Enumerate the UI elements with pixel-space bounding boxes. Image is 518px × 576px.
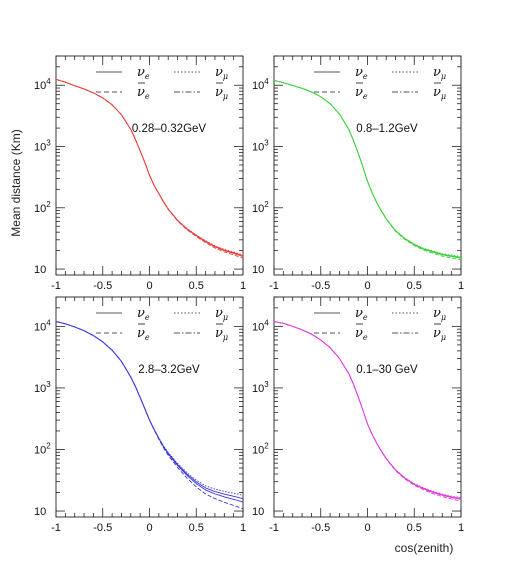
x-axis-label: cos(zenith) <box>395 541 454 555</box>
series-line-3 <box>55 321 244 510</box>
legend-entry: νμ <box>433 85 446 101</box>
legend-entry: νe <box>137 65 150 81</box>
x-tick-label: 0 <box>146 522 152 534</box>
y-tick-label: 10 <box>34 264 46 276</box>
x-tick-label: -1 <box>51 280 61 292</box>
y-tick-label: 104 <box>252 77 269 92</box>
x-tick-label: 0 <box>146 280 152 292</box>
y-tick-label: 104 <box>34 318 51 333</box>
x-tick-label: 0.5 <box>189 280 204 292</box>
x-ticks <box>55 297 244 517</box>
y-ticks <box>274 55 461 270</box>
y-tick-label: 103 <box>34 139 51 154</box>
y-tick-label: 102 <box>34 441 51 456</box>
x-ticks <box>55 56 244 275</box>
legend-entry: νe <box>137 85 150 101</box>
x-tick-label: -0.5 <box>93 280 112 292</box>
legend-entry: νμ <box>433 326 446 342</box>
x-tick-label: 1 <box>240 522 246 534</box>
y-ticks <box>56 296 243 512</box>
legend-entry: νμ <box>215 326 228 342</box>
legend-entry: νe <box>355 85 368 101</box>
panel-3: -1 -0.5 0 0.5 1 10 102 103 104 νe νμ νe νμ 2.8–3.2GeV <box>34 296 246 534</box>
series-line-1 <box>273 79 462 259</box>
y-tick-label: 103 <box>252 139 269 154</box>
legend-entry: νe <box>137 306 150 322</box>
series-line-4 <box>273 321 462 499</box>
legend: νe νμ νe νμ <box>96 306 228 342</box>
series-line-4 <box>273 79 462 258</box>
legend-entry: νe <box>355 65 368 81</box>
x-tick-label: -1 <box>51 522 61 534</box>
x-tick-label: 0.5 <box>407 280 422 292</box>
legend-entry: νe <box>355 306 368 322</box>
y-tick-label: 103 <box>34 380 51 395</box>
legend-entry: νe <box>355 326 368 342</box>
series-line-1 <box>55 78 244 257</box>
legend: νe νμ νe νμ <box>314 65 446 101</box>
series-line-3 <box>273 321 462 502</box>
y-tick-label: 10 <box>34 506 46 518</box>
x-tick-label: 1 <box>240 280 246 292</box>
y-tick-label: 102 <box>34 200 51 215</box>
legend-entry: νμ <box>215 65 228 81</box>
series-line-2 <box>55 78 244 256</box>
y-tick-label: 102 <box>252 200 269 215</box>
x-tick-label: -0.5 <box>311 280 330 292</box>
panel-1: -1 -0.5 0 0.5 1 10 102 103 104 νe νμ νe νμ 0.28–0.32G… <box>34 55 246 292</box>
series-line-1 <box>55 321 244 503</box>
legend-entry: νμ <box>433 306 446 322</box>
legend-entry: νμ <box>215 85 228 101</box>
x-ticks <box>273 297 462 517</box>
energy-range-label: 2.8–3.2GeV <box>138 364 200 376</box>
energy-range-label: 0.8–1.2GeV <box>356 123 418 135</box>
x-tick-label: 1 <box>458 522 464 534</box>
series-line-3 <box>273 79 462 261</box>
legend-entry: νe <box>137 326 150 342</box>
y-tick-label: 104 <box>34 77 51 92</box>
x-tick-label: 0.5 <box>189 522 204 534</box>
x-tick-label: 0 <box>364 280 370 292</box>
y-tick-label: 104 <box>252 318 269 333</box>
series-line-2 <box>55 321 244 496</box>
series-line-2 <box>273 79 462 258</box>
y-tick-label: 103 <box>252 380 269 395</box>
x-tick-label: -1 <box>269 280 279 292</box>
x-tick-label: 0.5 <box>407 522 422 534</box>
panel-2: -1 -0.5 0 0.5 1 10 102 103 104 νe νμ νe νμ 0.8–1.2GeV <box>252 55 464 292</box>
y-axis-label: Mean distance (Km) <box>9 129 23 236</box>
y-tick-label: 10 <box>252 506 264 518</box>
y-ticks <box>274 296 461 512</box>
x-tick-label: 0 <box>364 522 370 534</box>
y-tick-label: 10 <box>252 264 264 276</box>
legend-entry: νμ <box>215 306 228 322</box>
legend: νe νμ νe νμ <box>96 65 228 101</box>
y-ticks <box>56 55 243 270</box>
x-tick-label: -0.5 <box>311 522 330 534</box>
x-tick-label: -0.5 <box>93 522 112 534</box>
series-line-4 <box>55 78 244 257</box>
series-line-1 <box>273 321 462 500</box>
energy-range-label: 0.28–0.32GeV <box>132 123 207 135</box>
series-line-3 <box>55 78 244 259</box>
series-line-4 <box>55 321 244 500</box>
legend-entry: νμ <box>433 65 446 81</box>
y-tick-label: 102 <box>252 441 269 456</box>
energy-range-label: 0.1–30 GeV <box>356 364 418 376</box>
x-tick-label: 1 <box>458 280 464 292</box>
legend: νe νμ νe νμ <box>314 306 446 342</box>
panel-4: -1 -0.5 0 0.5 1 10 102 103 104 νe νμ νe νμ 0.1–30 GeV <box>252 296 464 534</box>
x-tick-label: -1 <box>269 522 279 534</box>
x-ticks <box>273 56 462 275</box>
series-line-2 <box>273 321 462 499</box>
